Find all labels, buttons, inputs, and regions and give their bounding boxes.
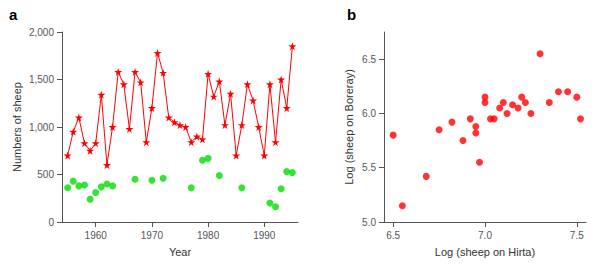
svg-text:1980: 1980 — [197, 230, 220, 241]
svg-text:1990: 1990 — [253, 230, 276, 241]
svg-text:5.0: 5.0 — [362, 217, 376, 228]
svg-text:7.0: 7.0 — [478, 230, 492, 241]
svg-text:Year: Year — [169, 246, 192, 258]
svg-text:500: 500 — [37, 169, 54, 180]
svg-text:0: 0 — [48, 217, 54, 228]
svg-text:1970: 1970 — [141, 230, 164, 241]
svg-text:1960: 1960 — [85, 230, 108, 241]
svg-text:6.0: 6.0 — [362, 108, 376, 119]
svg-text:6.5: 6.5 — [362, 54, 376, 65]
svg-text:Numbers of sheep: Numbers of sheep — [11, 82, 23, 172]
svg-text:1,500: 1,500 — [29, 74, 54, 85]
svg-text:5.5: 5.5 — [362, 162, 376, 173]
svg-text:1,000: 1,000 — [29, 122, 54, 133]
svg-text:7.5: 7.5 — [570, 230, 584, 241]
svg-text:b: b — [347, 6, 356, 23]
svg-text:a: a — [9, 6, 18, 23]
svg-text:Log (sheep on Boreray): Log (sheep on Boreray) — [343, 69, 355, 185]
svg-text:2,000: 2,000 — [29, 27, 54, 38]
svg-text:Log (sheep on Hirta): Log (sheep on Hirta) — [435, 246, 535, 258]
svg-text:6.5: 6.5 — [386, 230, 400, 241]
